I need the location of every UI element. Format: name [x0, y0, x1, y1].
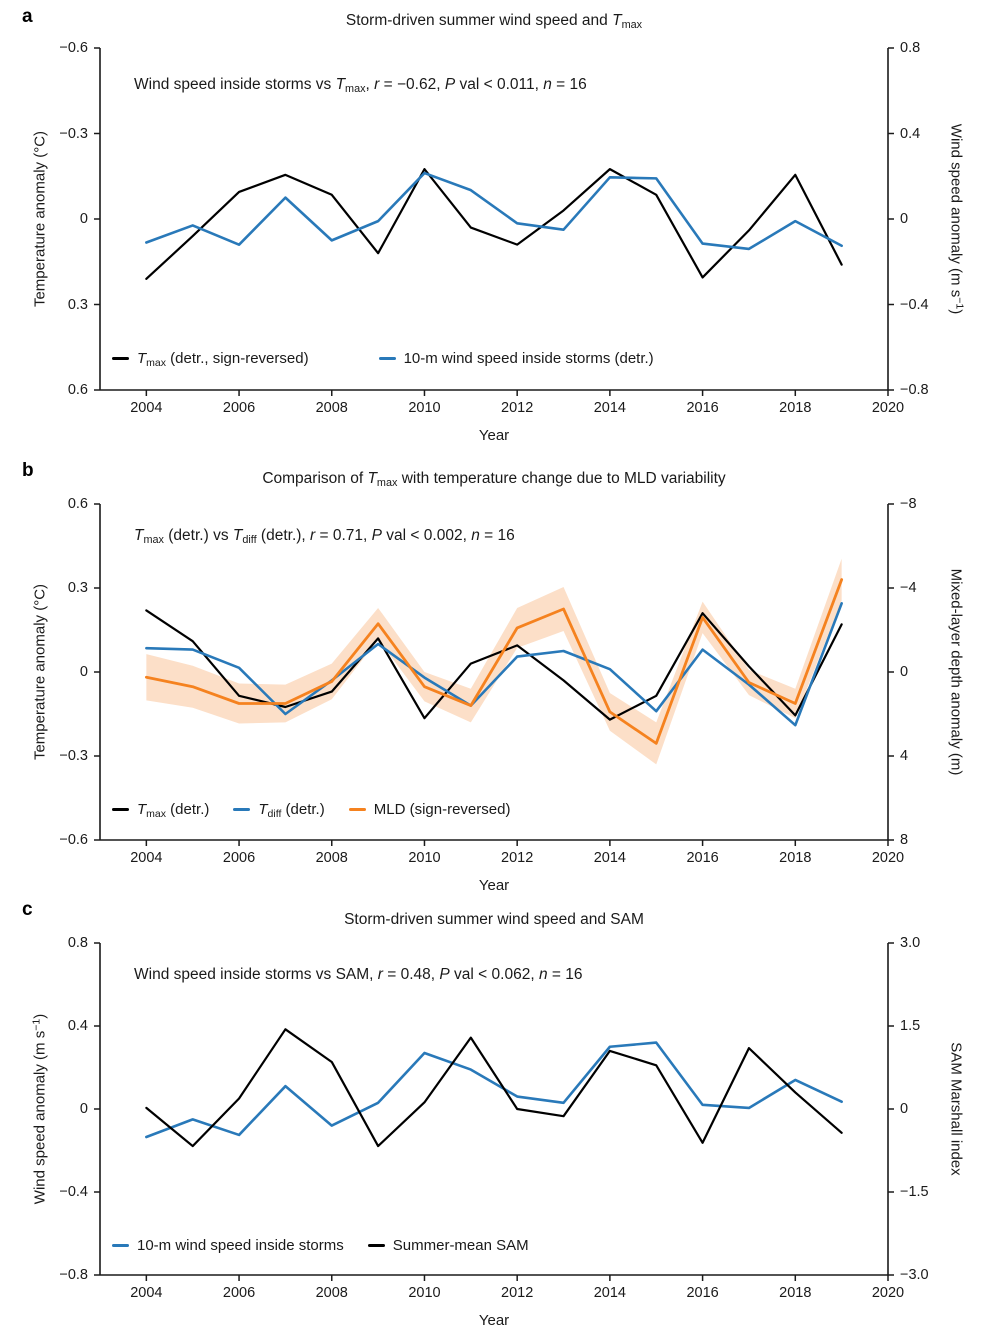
- series-line-a-0: [145, 168, 843, 280]
- mld-uncertainty-band: [146, 558, 842, 765]
- series-line-c-1: [145, 1028, 843, 1148]
- series-line-b-0: [145, 609, 843, 721]
- series-line-b-2: [144, 578, 844, 745]
- series-line-b-1: [145, 602, 843, 727]
- series-line-c-0: [145, 1041, 843, 1139]
- series-line-a-1: [145, 171, 843, 251]
